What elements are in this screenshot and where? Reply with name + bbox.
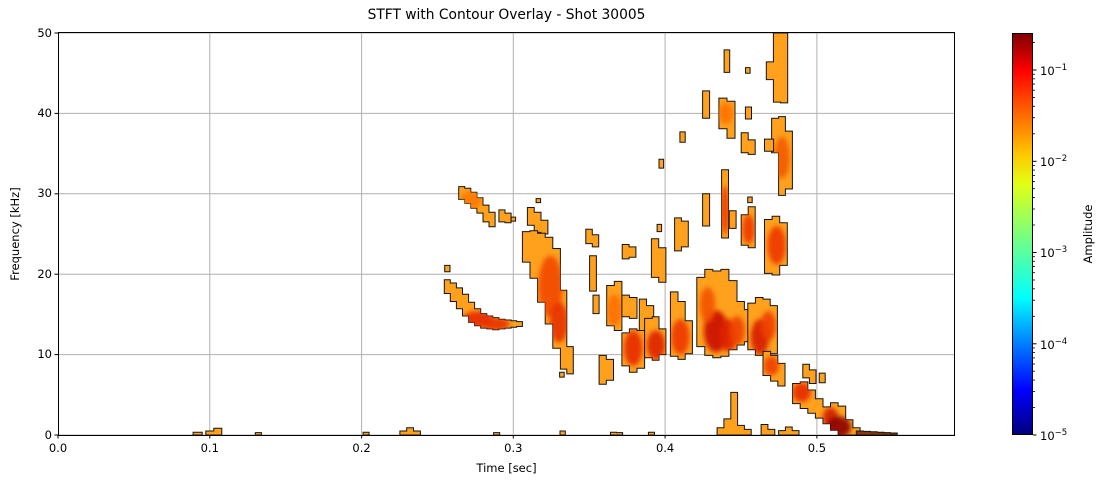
y-tick-label: 50 xyxy=(37,25,52,40)
contour-blob xyxy=(559,430,566,435)
x-tick-label: 0.3 xyxy=(504,441,523,455)
blob-hot-cores xyxy=(462,311,510,330)
contour-blob xyxy=(526,207,549,235)
contour-blob xyxy=(559,371,565,378)
x-tick-label: 0.5 xyxy=(807,441,827,455)
contour-blob xyxy=(656,223,663,233)
y-tick-label: 20 xyxy=(37,266,52,281)
y-tick-label: 40 xyxy=(37,105,52,120)
contour-blob xyxy=(592,294,600,315)
hot-core xyxy=(606,294,622,327)
hot-core xyxy=(767,226,786,265)
contour-blob xyxy=(254,432,262,435)
contour-blob xyxy=(723,49,731,73)
contour-blob xyxy=(744,106,752,120)
hot-core xyxy=(763,356,780,376)
blob-hot-cores xyxy=(646,330,666,360)
blob-hot-cores xyxy=(606,294,622,327)
contour-blob xyxy=(205,427,223,435)
contour-blob xyxy=(778,426,800,435)
contour-blob xyxy=(764,138,775,152)
hot-core xyxy=(774,136,790,179)
contour-blob xyxy=(802,363,817,384)
contour-blob xyxy=(598,354,614,385)
x-axis-label: Time [sec] xyxy=(476,461,537,475)
contour-blob xyxy=(493,432,501,435)
blob-hot-cores xyxy=(763,356,780,376)
hot-core xyxy=(760,311,776,341)
contour-blob xyxy=(535,198,542,204)
contour-blob xyxy=(765,33,789,104)
contour-blob xyxy=(362,431,370,435)
hot-core xyxy=(671,319,690,355)
contour-blob xyxy=(702,90,711,119)
contour-blob xyxy=(399,427,421,435)
contour-blob xyxy=(444,264,451,273)
hot-core xyxy=(700,287,716,323)
contour-blob xyxy=(855,430,898,435)
hot-core xyxy=(721,185,729,234)
x-tick-label: 0.1 xyxy=(200,441,219,455)
x-tick-label: 0.2 xyxy=(352,441,371,455)
contour-blob xyxy=(498,209,512,224)
blob-hot-cores xyxy=(767,226,786,265)
contour-blob xyxy=(745,67,751,74)
blob-hot-cores xyxy=(742,214,755,244)
blob-hot-cores xyxy=(774,136,790,179)
contour-blob xyxy=(585,228,600,248)
y-tick-label: 30 xyxy=(37,186,52,201)
hot-core xyxy=(646,330,666,360)
contour-blob xyxy=(679,131,686,143)
colorbar-gradient xyxy=(1012,33,1033,435)
contour-blob xyxy=(716,391,752,435)
x-tick-label: 0.0 xyxy=(48,441,68,455)
contour-blob xyxy=(702,193,711,227)
contour-blob xyxy=(740,132,756,155)
hot-core xyxy=(718,102,734,124)
contour-blob xyxy=(728,210,737,229)
contour-blob xyxy=(747,196,753,204)
plot-area xyxy=(58,33,955,435)
contour-blob xyxy=(621,294,638,319)
colorbar-label: Amplitude xyxy=(1081,204,1095,264)
contour-blob xyxy=(674,217,689,252)
blob-hot-cores xyxy=(624,330,643,366)
contour-blob xyxy=(589,255,597,292)
colorbar-tick-label: 10−4 xyxy=(1040,336,1068,352)
colorbar-tick-label: 10−5 xyxy=(1040,428,1068,443)
y-tick-label: 0 xyxy=(44,427,52,442)
blob-hot-cores xyxy=(671,319,690,355)
contour-blob xyxy=(650,238,667,283)
contour-blob xyxy=(192,431,203,435)
contour-blob xyxy=(610,431,624,435)
contour-blob xyxy=(818,372,826,384)
blob-hot-cores xyxy=(718,102,734,124)
hot-core xyxy=(729,316,745,345)
hot-core xyxy=(742,214,755,244)
colorbar-tick-label: 10−3 xyxy=(1040,245,1068,261)
y-tick-label: 10 xyxy=(37,347,52,362)
contour-blob xyxy=(647,431,655,435)
colorbar-tick-label: 10−2 xyxy=(1040,154,1068,170)
contour-blob xyxy=(760,424,776,435)
colorbar-tick-label: 10−1 xyxy=(1040,63,1068,78)
contour-blob xyxy=(510,216,517,222)
blob-hot-cores xyxy=(721,185,729,234)
x-tick-label: 0.4 xyxy=(655,441,675,455)
chart-title: STFT with Contour Overlay - Shot 30005 xyxy=(367,7,646,23)
contour-blob xyxy=(658,158,665,169)
contour-blob xyxy=(621,244,637,260)
hot-core xyxy=(624,330,643,366)
